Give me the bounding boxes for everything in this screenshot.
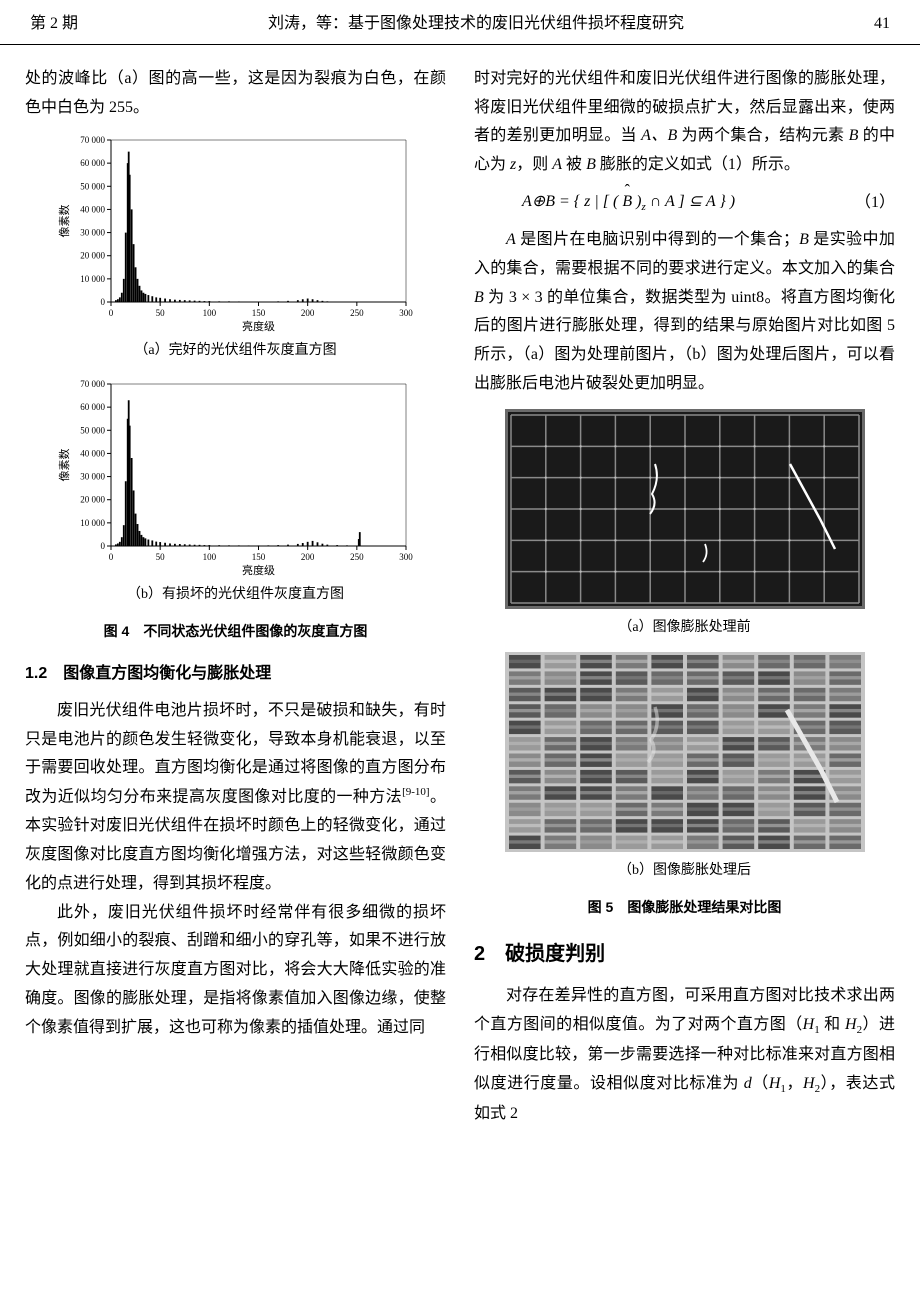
svg-text:60 000: 60 000	[80, 402, 105, 412]
svg-text:200: 200	[300, 308, 314, 318]
running-title: 刘涛，等：基于图像处理技术的废旧光伏组件损坏程度研究	[268, 10, 684, 39]
svg-text:150: 150	[251, 308, 265, 318]
svg-text:30 000: 30 000	[80, 228, 105, 238]
histogram-a-svg: 0 10 000 20 000 30 000 40 000 50 000 60 000 70 …	[56, 132, 416, 332]
svg-text:300: 300	[399, 552, 413, 562]
svg-text:250: 250	[350, 308, 364, 318]
svg-text:50 000: 50 000	[80, 182, 105, 192]
svg-text:0: 0	[100, 541, 105, 551]
svg-text:20 000: 20 000	[80, 251, 105, 261]
histogram-b-svg: 0 10 000 20 000 30 000 40 000 50 000 60 000 70 …	[56, 376, 416, 576]
caption-4b: （b）有损坏的光伏组件灰度直方图	[25, 582, 446, 607]
svg-text:50: 50	[155, 308, 165, 318]
para-1-2-2: 此外，废旧光伏组件损坏时经常伴有很多细微的损坏点，例如细小的裂痕、刮蹭和细小的穿…	[25, 899, 446, 1043]
svg-text:150: 150	[251, 552, 265, 562]
svg-text:10 000: 10 000	[80, 517, 105, 527]
figure-5b-image	[505, 652, 865, 852]
figure-5-title: 图 5 图像膨胀处理结果对比图	[474, 895, 895, 920]
histogram-a: 0 10 000 20 000 30 000 40 000 50 000 60 000 70 …	[56, 132, 416, 332]
svg-text:70 000: 70 000	[80, 379, 105, 389]
equation-1-number: （1）	[835, 189, 895, 218]
figure-4-title: 图 4 不同状态光伏组件图像的灰度直方图	[25, 619, 446, 644]
svg-text:10 000: 10 000	[80, 274, 105, 284]
svg-text:70 000: 70 000	[80, 135, 105, 145]
svg-text:40 000: 40 000	[80, 448, 105, 458]
page-header: 第 2 期 刘涛，等：基于图像处理技术的废旧光伏组件损坏程度研究 41	[0, 10, 920, 45]
svg-text:50 000: 50 000	[80, 425, 105, 435]
intro-para: 处的波峰比（a）图的高一些，这是因为裂痕为白色，在颜色中白色为 255。	[25, 65, 446, 123]
svg-text:250: 250	[350, 552, 364, 562]
issue-number: 第 2 期	[30, 10, 78, 39]
svg-text:300: 300	[399, 308, 413, 318]
svg-text:亮度级: 亮度级	[242, 563, 275, 576]
para-right-2: A 是图片在电脑识别中得到的一个集合；B 是实验中加入的集合，需要根据不同的要求…	[474, 226, 895, 399]
two-column-layout: 处的波峰比（a）图的高一些，这是因为裂痕为白色，在颜色中白色为 255。 0 10…	[0, 65, 920, 1129]
svg-text:30 000: 30 000	[80, 471, 105, 481]
svg-text:100: 100	[202, 308, 216, 318]
citation-9-10: [9-10]	[402, 786, 430, 798]
svg-text:0: 0	[108, 552, 113, 562]
equation-1: A⊕B = { z | [ ( B )z ∩ A ] ⊆ A } ) （1）	[474, 188, 895, 218]
section-1-2-heading: 1.2 图像直方图均衡化与膨胀处理	[25, 660, 446, 689]
equation-1-body: A⊕B = { z | [ ( B )z ∩ A ] ⊆ A } )	[474, 188, 835, 218]
para-right-1: 时对完好的光伏组件和废旧光伏组件进行图像的膨胀处理，将废旧光伏组件里细微的破损点…	[474, 65, 895, 180]
svg-text:100: 100	[202, 552, 216, 562]
left-column: 处的波峰比（a）图的高一些，这是因为裂痕为白色，在颜色中白色为 255。 0 10…	[25, 65, 446, 1129]
caption-4a: （a）完好的光伏组件灰度直方图	[25, 338, 446, 363]
figure-5a-image	[505, 409, 865, 609]
svg-text:亮度级: 亮度级	[242, 319, 275, 332]
svg-text:50: 50	[155, 552, 165, 562]
svg-text:20 000: 20 000	[80, 494, 105, 504]
caption-5a: （a）图像膨胀处理前	[474, 615, 895, 640]
histogram-b: 0 10 000 20 000 30 000 40 000 50 000 60 000 70 …	[56, 376, 416, 576]
svg-text:像素数: 像素数	[58, 205, 71, 238]
svg-text:0: 0	[108, 308, 113, 318]
svg-text:0: 0	[100, 297, 105, 307]
svg-text:200: 200	[300, 552, 314, 562]
svg-text:像素数: 像素数	[58, 448, 71, 481]
right-column: 时对完好的光伏组件和废旧光伏组件进行图像的膨胀处理，将废旧光伏组件里细微的破损点…	[474, 65, 895, 1129]
section-2-heading: 2 破损度判别	[474, 936, 895, 972]
caption-5b: （b）图像膨胀处理后	[474, 858, 895, 883]
para-sec2-1: 对存在差异性的直方图，可采用直方图对比技术求出两个直方图间的相似度值。为了对两个…	[474, 982, 895, 1128]
para-1-2-1: 废旧光伏组件电池片损坏时，不只是破损和缺失，有时只是电池片的颜色发生轻微变化，导…	[25, 697, 446, 899]
svg-text:60 000: 60 000	[80, 159, 105, 169]
svg-text:40 000: 40 000	[80, 205, 105, 215]
page-number: 41	[874, 10, 890, 39]
